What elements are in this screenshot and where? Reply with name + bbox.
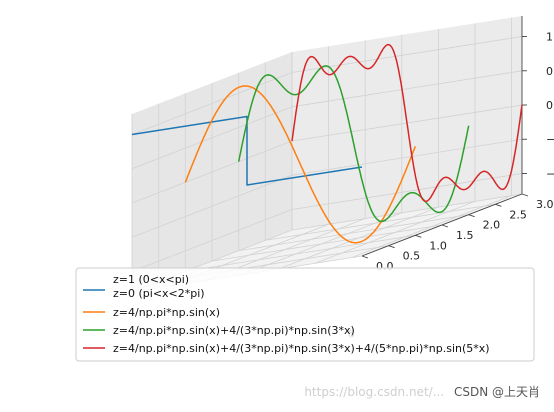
legend-label-0: z=1 (0<x<pi): [113, 273, 189, 286]
series-line-0: [131, 115, 363, 186]
y-tick-mark: [468, 214, 475, 218]
grid-x-3: [241, 34, 403, 276]
z-tick-label: 1.0: [546, 31, 554, 44]
legend-label-3: z=4/np.pi*np.sin(x)+4/(3*np.pi)*np.sin(3…: [113, 342, 490, 355]
legend-box: [75, 267, 535, 362]
legend: z=1 (0<x<pi)z=0 (pi<x<2*pi) z=4/np.pi*np.…: [75, 267, 535, 362]
y-tick-label: 1.5: [456, 229, 474, 242]
y-tick-mark: [495, 203, 502, 207]
grid-x-2: [205, 40, 366, 281]
y-tick-label: 2.5: [509, 208, 527, 221]
series-line-2: [237, 65, 470, 223]
watermark: https://blog.csdn.net/... CSDN @上天肖: [304, 383, 540, 400]
y-tick-label: 0.5: [403, 250, 421, 263]
grid-x-4: [278, 29, 439, 270]
y-tick-label: 3.0: [536, 198, 554, 211]
y-tick-mark: [388, 245, 395, 249]
legend-label-0: z=0 (pi<x<2*pi): [113, 287, 205, 300]
series-line-3: [291, 43, 523, 203]
z-tick-label: 0.0: [546, 99, 554, 112]
y-tick-label: 2.0: [483, 219, 501, 232]
y-tick-mark: [361, 255, 369, 259]
y-tick-mark: [521, 193, 529, 197]
grid-x-5: [314, 23, 476, 264]
z-tick-label: 0.5: [546, 65, 554, 78]
series-line-1: [184, 85, 417, 244]
grid-x-1: [168, 46, 330, 287]
z-tick-label: −0.5: [546, 133, 554, 146]
watermark-site: https://blog.csdn.net/...: [304, 385, 445, 399]
series-lines: [131, 43, 523, 244]
y-tick-mark: [415, 234, 422, 238]
y-tick-mark: [441, 224, 449, 228]
legend-label-2: z=4/np.pi*np.sin(x)+4/(3*np.pi)*np.sin(3…: [113, 324, 355, 337]
axis-ticks: −1.0−0.50.00.51.00.00.51.01.52.02.53.06: [348, 16, 554, 341]
grid-lines: [131, 17, 523, 293]
watermark-author: CSDN @上天肖: [453, 385, 540, 399]
y-tick-label: 1.0: [429, 239, 447, 252]
grid-x-6: [351, 17, 513, 258]
z-tick-label: −1.0: [546, 167, 554, 180]
legend-label-1: z=4/np.pi*np.sin(x): [113, 306, 220, 319]
